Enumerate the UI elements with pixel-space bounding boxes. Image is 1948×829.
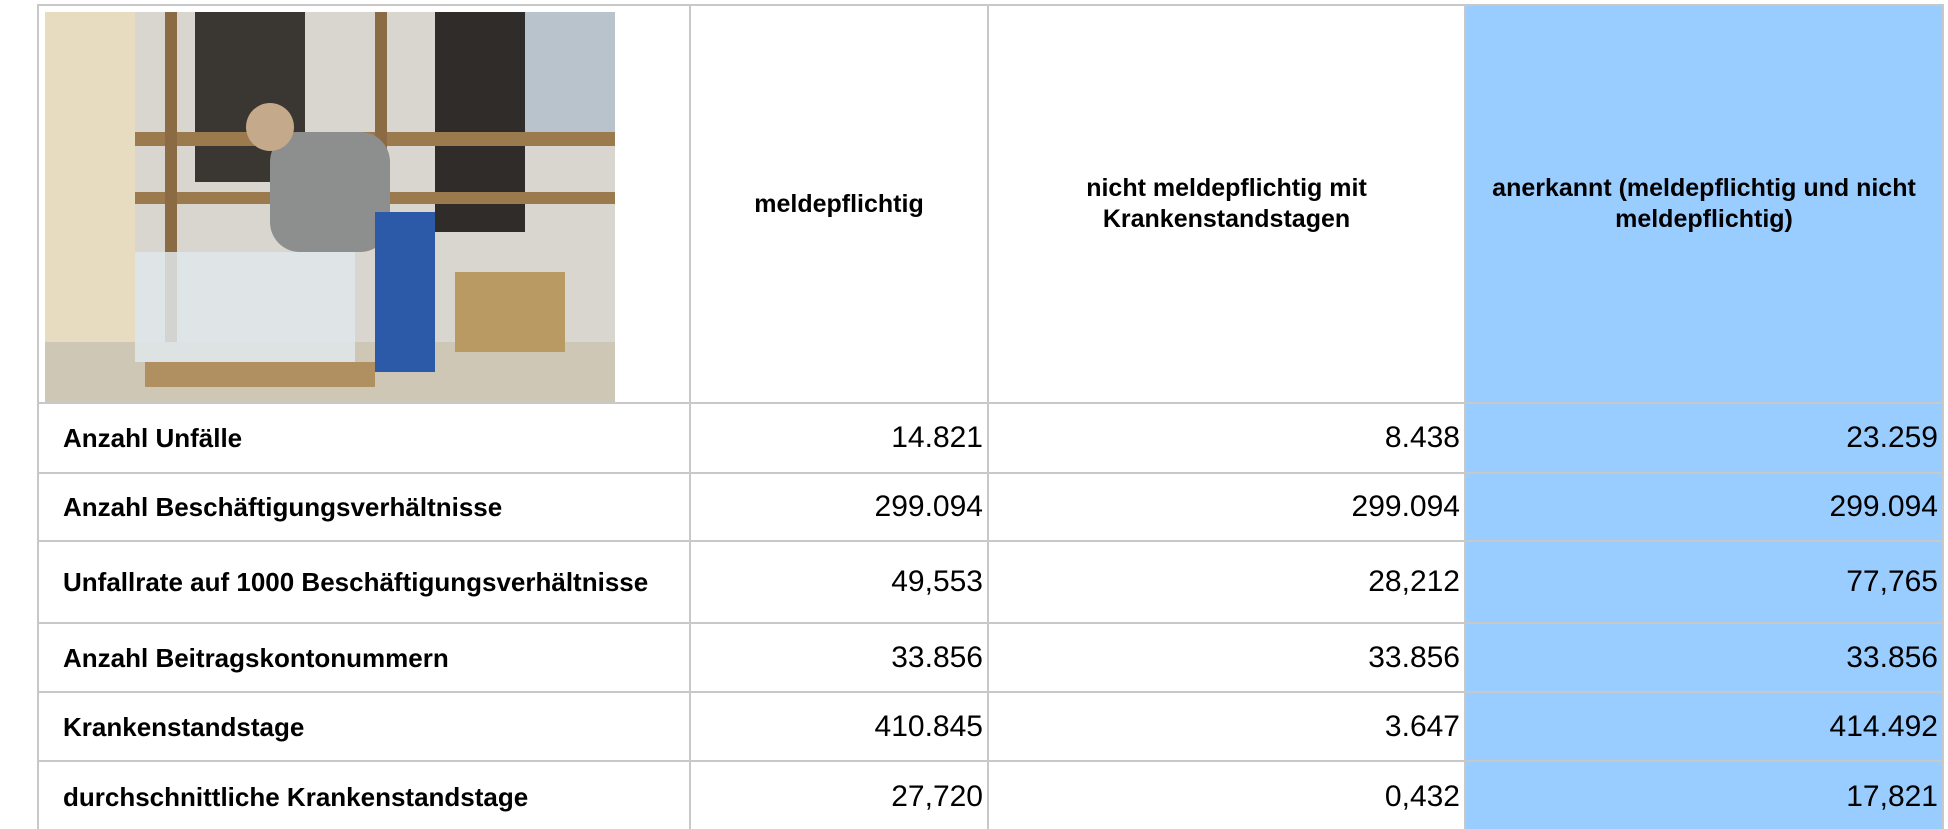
row-label: Anzahl Beschäftigungsverhältnisse	[38, 473, 690, 541]
cell-value: 33.856	[690, 623, 988, 692]
cell-value: 28,212	[988, 541, 1465, 623]
column-header: anerkannt (meldepflichtig und nicht meld…	[1465, 5, 1943, 403]
cell-value: 410.845	[690, 692, 988, 761]
column-header: nicht meldepflichtig mit Krankenstandsta…	[988, 5, 1465, 403]
cell-value: 33.856	[988, 623, 1465, 692]
row-label: Anzahl Unfälle	[38, 403, 690, 473]
cell-value: 299.094	[988, 473, 1465, 541]
table-body: meldepflichtig nicht meldepflichtig mit …	[38, 5, 1943, 829]
cell-value: 299.094	[1465, 473, 1943, 541]
row-label: Krankenstandstage	[38, 692, 690, 761]
cell-value: 33.856	[1465, 623, 1943, 692]
page: meldepflichtig nicht meldepflichtig mit …	[0, 0, 1948, 829]
table-row: Unfallrate auf 1000 Beschäftigungsverhäl…	[38, 541, 1943, 623]
column-header: meldepflichtig	[690, 5, 988, 403]
row-label: Unfallrate auf 1000 Beschäftigungsverhäl…	[38, 541, 690, 623]
photo-cell	[38, 5, 690, 403]
cell-value: 14.821	[690, 403, 988, 473]
cell-value: 8.438	[988, 403, 1465, 473]
cell-value: 27,720	[690, 761, 988, 829]
photo	[45, 12, 615, 402]
header-row: meldepflichtig nicht meldepflichtig mit …	[38, 5, 1943, 403]
data-table: meldepflichtig nicht meldepflichtig mit …	[37, 4, 1944, 829]
cell-value: 0,432	[988, 761, 1465, 829]
row-label: durchschnittliche Krankenstandstage	[38, 761, 690, 829]
cell-value: 49,553	[690, 541, 988, 623]
cell-value: 23.259	[1465, 403, 1943, 473]
cell-value: 299.094	[690, 473, 988, 541]
row-label: Anzahl Beitragskontonummern	[38, 623, 690, 692]
cell-value: 17,821	[1465, 761, 1943, 829]
cell-value: 3.647	[988, 692, 1465, 761]
cell-value: 77,765	[1465, 541, 1943, 623]
cell-value: 414.492	[1465, 692, 1943, 761]
